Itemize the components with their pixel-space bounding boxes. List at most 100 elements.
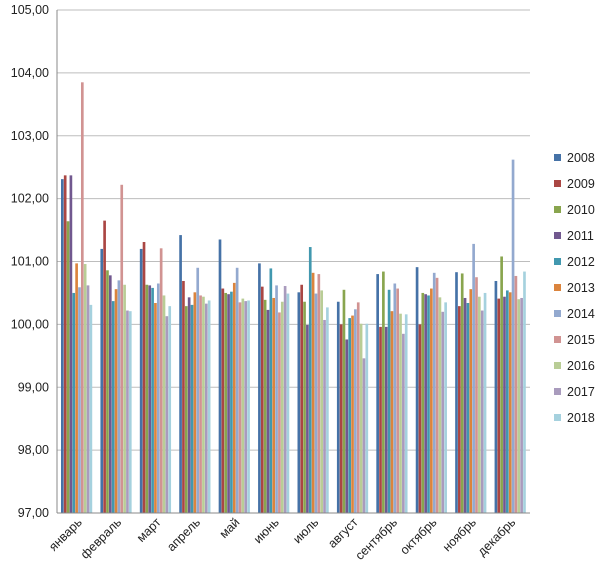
legend-swatch [554,206,561,213]
legend-label: 2013 [567,281,595,295]
x-tick-label: октябрь [397,515,439,557]
bar [523,271,526,513]
x-tick-label: май [217,515,243,541]
bar [280,301,284,513]
bar [472,243,475,513]
bar [308,247,312,514]
bar [311,272,315,513]
bar [108,275,112,513]
bar [165,316,169,513]
bar [63,175,67,514]
bar [230,291,233,513]
bar [227,294,230,513]
x-tick-label: сентябрь [353,515,401,563]
bar [354,309,357,513]
bar [72,292,76,513]
bars [61,82,526,514]
legend-label: 2018 [567,411,595,425]
legend-label: 2009 [567,177,595,191]
bar [387,289,391,513]
bar [117,280,121,513]
bar [483,292,487,513]
bar [480,310,484,513]
bar [190,304,194,513]
legend-item: 2008 [554,151,595,165]
legend-label: 2014 [567,307,595,321]
x-tick-label: март [134,515,164,545]
bar [320,290,324,513]
x-tick-label: февраль [78,515,124,561]
bar [342,289,346,513]
bar [283,286,287,513]
legend-swatch [554,232,561,239]
bar [184,306,188,513]
bar [269,268,273,513]
bar [218,239,222,514]
bar [159,248,163,514]
y-tick-label: 102,00 [11,192,49,206]
bar [336,301,340,513]
legend-label: 2015 [567,333,595,347]
bar [404,314,408,513]
bar [517,299,521,513]
bar [80,82,84,513]
bar [497,298,501,513]
bar [244,301,248,513]
x-tick-label: июнь [251,515,282,546]
legend-item: 2016 [554,359,595,373]
x-tick-label: апрель [164,515,203,554]
bar [272,297,276,513]
x-tick-label: декабрь [475,515,519,559]
bar [503,296,506,513]
bar [199,295,202,513]
bar [306,325,309,513]
bar [466,303,470,513]
bar [145,284,149,513]
bar [224,292,228,513]
legend-item: 2014 [554,307,595,321]
legend-swatch [554,284,561,291]
bar [500,256,503,513]
legend-item: 2010 [554,203,595,217]
bar [142,242,146,513]
legend-item: 2015 [554,333,595,347]
gridlines [57,9,530,514]
y-tick-label: 97,00 [18,506,49,520]
bar [120,184,124,514]
legend-swatch [554,258,561,265]
bar [506,290,509,513]
bar [435,277,439,513]
bar [421,292,425,513]
axes [56,10,530,514]
bar [326,307,329,513]
bar [415,267,419,513]
legend-item: 2018 [554,411,595,425]
bar [356,302,360,513]
bar [114,289,118,513]
bar [317,274,321,513]
bar [384,326,388,513]
bar [351,315,354,513]
bar [151,287,154,513]
bar [520,297,523,513]
bar [300,284,304,513]
bar [156,283,160,513]
bar [469,289,473,513]
bar [247,300,250,513]
legend-item: 2012 [554,255,595,269]
legend-label: 2016 [567,359,595,373]
bar [297,292,301,513]
bar [458,306,461,513]
bar [275,285,278,513]
legend-label: 2008 [567,151,595,165]
bar [455,272,458,513]
bar [123,284,126,513]
bar [69,175,73,514]
bar [441,311,445,513]
legend-item: 2009 [554,177,595,191]
bar [460,273,464,513]
legend-label: 2017 [567,385,595,399]
bar [89,304,93,513]
bar [139,248,143,514]
